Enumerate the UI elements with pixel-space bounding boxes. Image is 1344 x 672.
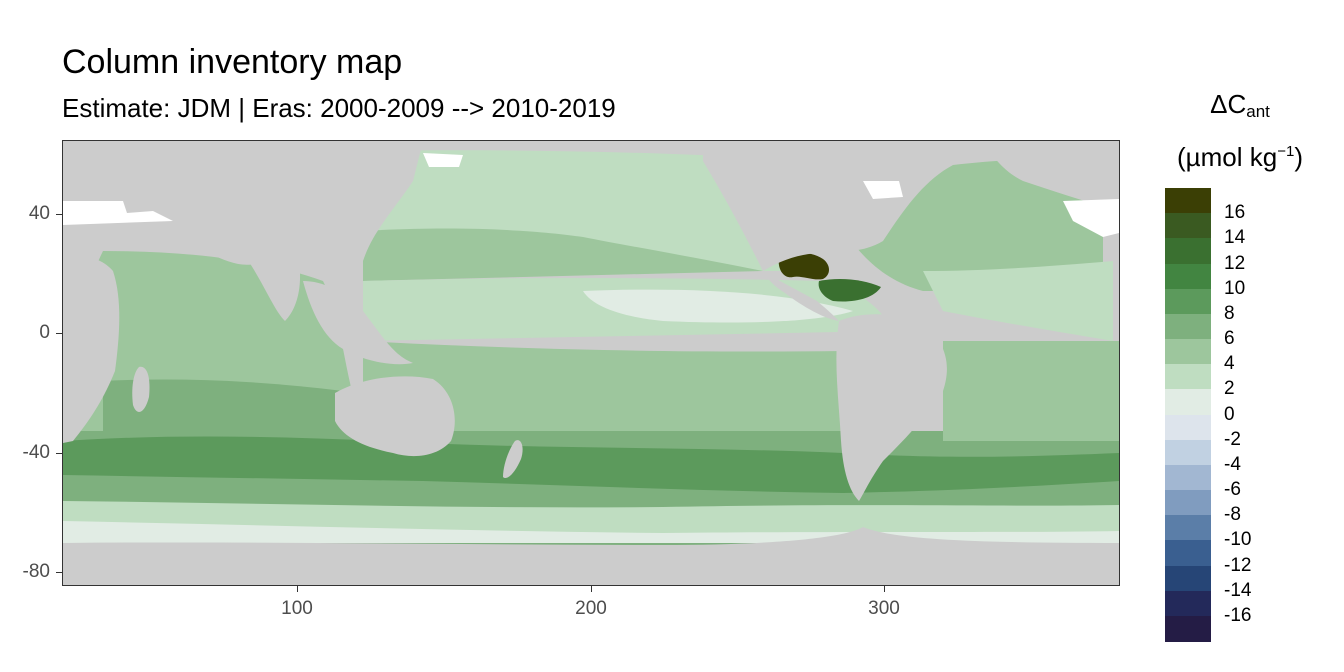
- legend-colorbar: [1165, 188, 1211, 642]
- sea-ice-arctic-right: [1063, 199, 1119, 237]
- legend-label: -8: [1224, 504, 1241, 526]
- x-tick-label: 200: [575, 598, 607, 619]
- legend-label: 0: [1224, 403, 1235, 425]
- land-south-america: [836, 314, 947, 501]
- ocean-south-pacific: [363, 341, 863, 431]
- land-madagascar: [132, 366, 150, 412]
- map-svg: [63, 141, 1119, 585]
- x-tick-mark: [297, 586, 298, 592]
- land-new-zealand: [503, 440, 523, 479]
- y-tick-label: -40: [22, 442, 50, 463]
- chart-subtitle: Estimate: JDM | Eras: 2000-2009 --> 2010…: [62, 93, 616, 123]
- map-panel: [62, 140, 1120, 586]
- legend-swatch: [1165, 464, 1211, 491]
- legend-label: 4: [1224, 353, 1235, 375]
- legend-title-variable: ΔCant: [1210, 89, 1270, 121]
- land-eurasia: [63, 141, 423, 265]
- legend-swatch: [1165, 263, 1211, 290]
- legend-swatch: [1165, 288, 1211, 315]
- legend-label: 14: [1224, 227, 1246, 249]
- legend-swatch: [1165, 540, 1211, 567]
- legend-label: 2: [1224, 378, 1235, 400]
- y-tick-label: -80: [22, 561, 50, 582]
- legend-label: -16: [1224, 604, 1252, 626]
- ocean-caribbean: [818, 279, 881, 302]
- land-se-asia: [303, 281, 413, 365]
- y-tick-mark: [56, 333, 62, 334]
- legend-title-unit: (µmol kg−1): [1177, 142, 1303, 172]
- legend-label: 8: [1224, 302, 1235, 324]
- land-greenland: [983, 141, 1119, 211]
- land-north-america: [703, 141, 1119, 271]
- sea-ice-layer: [63, 153, 1119, 237]
- y-tick-mark: [56, 214, 62, 215]
- land-antarctica: [63, 527, 1119, 585]
- land-central-america: [763, 271, 839, 321]
- ocean-gulf-mexico: [778, 252, 829, 280]
- legend-swatch: [1165, 565, 1211, 592]
- sea-ice-hudson: [863, 181, 903, 199]
- legend-swatch: [1165, 364, 1211, 390]
- land-india: [243, 251, 301, 321]
- ocean-south-atlantic: [943, 341, 1119, 441]
- y-tick-label: 0: [39, 322, 50, 343]
- legend-swatch: [1165, 590, 1211, 617]
- legend-label: 6: [1224, 328, 1235, 349]
- ocean-eq-pacific-light: [583, 289, 853, 323]
- legend-swatch: [1165, 339, 1211, 365]
- chart-title: Column inventory map: [62, 43, 403, 81]
- legend-title: ΔCant (µmol kg−1): [1160, 84, 1320, 177]
- legend-swatch: [1165, 313, 1211, 340]
- sea-ice-arctic-left: [63, 201, 173, 225]
- legend-label: 10: [1224, 277, 1246, 299]
- y-tick-label: 40: [28, 203, 50, 224]
- land-australia: [335, 376, 455, 457]
- y-tick-mark: [56, 572, 62, 573]
- legend-label: 16: [1224, 202, 1246, 224]
- land-layer: [63, 141, 1119, 585]
- legend-swatch: [1165, 213, 1211, 239]
- land-africa: [63, 253, 120, 443]
- legend-swatch: [1165, 414, 1211, 441]
- ocean-north-atlantic-light: [923, 261, 1113, 341]
- ocean-indian-south: [103, 379, 343, 431]
- legend-swatch: [1165, 439, 1211, 466]
- legend-label: -10: [1224, 529, 1252, 551]
- legend-swatch: [1165, 188, 1211, 214]
- x-tick-mark: [591, 586, 592, 592]
- x-tick-mark: [884, 586, 885, 592]
- legend-swatch: [1165, 515, 1211, 541]
- legend-swatch: [1165, 389, 1211, 416]
- legend-swatch: [1165, 490, 1211, 516]
- legend-label: -6: [1224, 479, 1241, 500]
- legend-swatch: [1165, 238, 1211, 265]
- legend-label: -2: [1224, 428, 1241, 450]
- y-tick-mark: [56, 453, 62, 454]
- sea-ice-okhotsk: [423, 153, 463, 167]
- legend-swatch: [1165, 615, 1211, 642]
- legend-label: 12: [1224, 252, 1246, 274]
- x-tick-label: 100: [281, 598, 313, 619]
- legend-label: -14: [1224, 579, 1252, 601]
- ocean-north-pacific-band: [363, 228, 763, 281]
- x-tick-label: 300: [868, 598, 900, 619]
- legend-label: -4: [1224, 453, 1241, 475]
- legend-label: -12: [1224, 554, 1252, 576]
